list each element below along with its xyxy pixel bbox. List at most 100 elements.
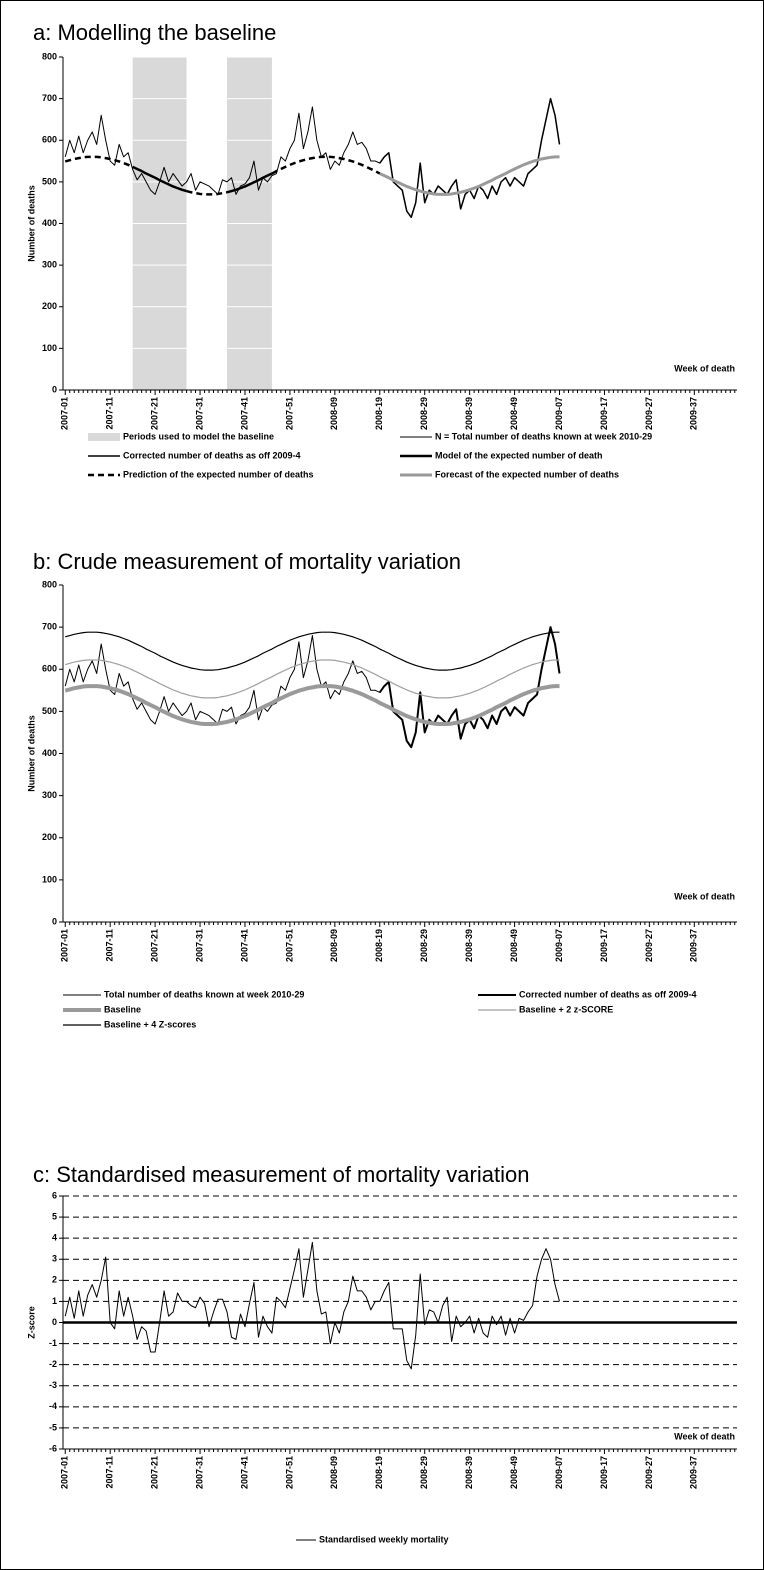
y-tick-label: 0 — [52, 384, 57, 394]
y-tick-label: 1 — [52, 1296, 57, 1306]
x-tick-label: 2007-21 — [149, 929, 159, 962]
y-tick-label: 500 — [42, 706, 57, 716]
series-line — [379, 155, 560, 196]
series-line — [64, 155, 381, 196]
x-tick-label: 2009-07 — [554, 397, 564, 430]
legend-label: Baseline + 2 z-SCORE — [519, 1004, 613, 1014]
x-tick-label: 2007-41 — [239, 1456, 249, 1489]
legend-label: Standardised weekly mortality — [319, 1534, 449, 1544]
x-tick-label: 2007-51 — [284, 929, 294, 962]
legend-swatch — [88, 433, 120, 441]
y-tick-label: 100 — [42, 343, 57, 353]
x-tick-label: 2008-19 — [374, 397, 384, 430]
y-tick-label: 0 — [52, 1317, 57, 1327]
x-tick-label: 2009-17 — [599, 1456, 609, 1489]
x-tick-label: 2009-37 — [689, 1456, 699, 1489]
y-tick-label: 3 — [52, 1254, 57, 1264]
y-tick-label: -2 — [49, 1359, 57, 1369]
y-tick-label: 4 — [52, 1233, 57, 1243]
x-tick-label: 2007-21 — [149, 1456, 159, 1489]
x-tick-label: 2009-27 — [644, 1456, 654, 1489]
y-tick-label: -5 — [49, 1422, 57, 1432]
x-axis-label: Week of death — [674, 1431, 735, 1441]
x-tick-label: 2009-37 — [689, 929, 699, 962]
legend-label: Total number of deaths known at week 201… — [104, 989, 304, 999]
x-tick-label: 2008-49 — [509, 1456, 519, 1489]
y-tick-label: 700 — [42, 622, 57, 632]
x-tick-label: 2007-11 — [105, 929, 115, 962]
x-tick-label: 2007-31 — [194, 1456, 204, 1489]
x-axis-label: Week of death — [674, 891, 735, 901]
x-tick-label: 2008-09 — [329, 1456, 339, 1489]
series-line — [132, 165, 273, 194]
x-tick-label: 2008-39 — [464, 1456, 474, 1489]
y-tick-label: 500 — [42, 176, 57, 186]
y-tick-label: 800 — [42, 579, 57, 589]
y-tick-label: 400 — [42, 748, 57, 758]
legend-label: Prediction of the expected number of dea… — [123, 469, 314, 479]
x-tick-label: 2007-51 — [284, 1456, 294, 1489]
x-tick-label: 2007-01 — [60, 397, 70, 430]
legend-label: Forecast of the expected number of death… — [435, 469, 619, 479]
y-tick-label: -3 — [49, 1380, 57, 1390]
legend-label: Corrected number of deaths as off 2009-4 — [519, 989, 697, 999]
y-tick-label: -1 — [49, 1338, 57, 1348]
x-tick-label: 2009-07 — [554, 1456, 564, 1489]
x-tick-label: 2008-49 — [509, 929, 519, 962]
y-tick-label: 300 — [42, 260, 57, 270]
x-tick-label: 2008-39 — [464, 929, 474, 962]
x-tick-label: 2007-31 — [194, 929, 204, 962]
x-tick-label: 2007-41 — [239, 929, 249, 962]
x-tick-label: 2008-39 — [464, 397, 474, 430]
y-tick-label: 0 — [52, 916, 57, 926]
series-line — [65, 631, 560, 671]
series-line — [64, 684, 560, 727]
legend-label: Baseline — [104, 1004, 141, 1014]
y-tick-label: 400 — [42, 218, 57, 228]
y-tick-label: 6 — [52, 1190, 57, 1200]
x-tick-label: 2009-27 — [644, 397, 654, 430]
x-tick-label: 2008-19 — [374, 1456, 384, 1489]
y-tick-label: 700 — [42, 93, 57, 103]
x-tick-label: 2007-01 — [60, 1456, 70, 1489]
y-tick-label: 800 — [42, 51, 57, 61]
x-tick-label: 2007-01 — [60, 929, 70, 962]
x-tick-label: 2008-29 — [419, 397, 429, 430]
x-axis-label: Week of death — [674, 363, 735, 373]
y-tick-label: 200 — [42, 832, 57, 842]
x-tick-label: 2007-11 — [105, 1456, 115, 1489]
x-tick-label: 2009-37 — [689, 397, 699, 430]
y-tick-label: 2 — [52, 1275, 57, 1285]
y-tick-label: 200 — [42, 301, 57, 311]
x-tick-label: 2007-51 — [284, 397, 294, 430]
legend-label: Corrected number of deaths as off 2009-4 — [123, 450, 301, 460]
legend-label: Baseline + 4 Z-scores — [104, 1019, 196, 1029]
x-tick-label: 2008-09 — [329, 397, 339, 430]
x-tick-label: 2007-11 — [105, 397, 115, 430]
legend-label: N = Total number of deaths known at week… — [435, 431, 652, 441]
y-tick-label: 5 — [52, 1211, 57, 1221]
x-tick-label: 2009-07 — [554, 929, 564, 962]
x-tick-label: 2008-09 — [329, 929, 339, 962]
y-tick-label: 600 — [42, 135, 57, 145]
y-tick-label: -6 — [49, 1443, 57, 1453]
chart-title: a: Modelling the baseline — [33, 20, 276, 45]
x-tick-label: 2007-41 — [239, 397, 249, 430]
y-axis-label: Z-score — [26, 1306, 36, 1339]
y-tick-label: -4 — [49, 1401, 57, 1411]
chart-title: b: Crude measurement of mortality variat… — [33, 549, 461, 574]
x-tick-label: 2008-49 — [509, 397, 519, 430]
x-tick-label: 2009-17 — [599, 929, 609, 962]
x-tick-label: 2008-29 — [419, 929, 429, 962]
series-line — [65, 659, 560, 699]
x-tick-label: 2009-17 — [599, 397, 609, 430]
legend-label: Model of the expected number of death — [435, 450, 603, 460]
y-tick-label: 100 — [42, 874, 57, 884]
y-tick-label: 300 — [42, 790, 57, 800]
x-tick-label: 2008-29 — [419, 1456, 429, 1489]
x-tick-label: 2007-31 — [194, 397, 204, 430]
series-line — [64, 1241, 560, 1370]
chart-title: c: Standardised measurement of mortality… — [33, 1162, 529, 1187]
